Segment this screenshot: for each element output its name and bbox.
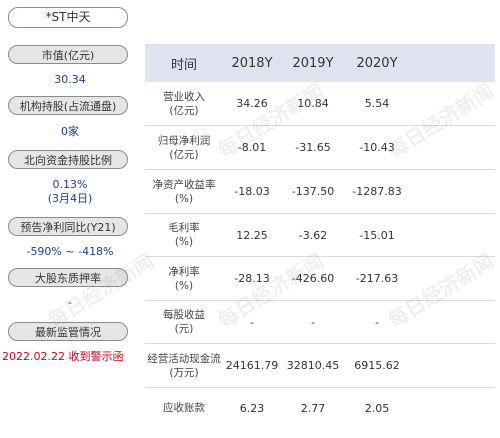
row-label: 净资产收益率 <box>152 178 216 191</box>
stock-name-pill: *ST中天 <box>8 7 128 28</box>
table-row: 应收账款 6.23 2.77 2.05 <box>145 388 495 428</box>
header-2019: 2019Y <box>292 55 334 71</box>
institution-holding-value: 0家 <box>61 125 79 138</box>
table-header: 时间 2018Y 2019Y 2020Y <box>145 44 495 82</box>
row-label: 经营活动现金流 <box>147 352 221 365</box>
row-unit: (元) <box>174 323 194 335</box>
table-cell: -18.03 <box>234 185 270 198</box>
forecast-profit-label: 预告净利同比(Y21) <box>8 217 128 236</box>
header-2020: 2020Y <box>356 55 398 71</box>
market-cap-label: 市值(亿元) <box>8 45 128 64</box>
table-cell: 6915.62 <box>354 359 400 372</box>
table-cell: 24161.79 <box>225 359 279 372</box>
row-label: 毛利率 <box>168 222 200 234</box>
table-cell: -426.60 <box>291 272 335 285</box>
table-row: 归母净利润 (亿元) -8.01 -31.65 -10.43 <box>145 126 495 170</box>
institution-holding-label: 机构持股(占流通盘) <box>8 96 128 115</box>
table-row: 营业收入 (亿元) 34.26 10.84 5.54 <box>145 82 495 126</box>
table-cell: 5.54 <box>364 97 390 110</box>
pledge-ratio-value: - <box>68 296 72 309</box>
row-unit: (%) <box>174 236 194 248</box>
table-cell: 32810.45 <box>286 359 340 372</box>
row-unit: (亿元) <box>169 148 199 161</box>
table-body: 营业收入 (亿元) 34.26 10.84 5.54 归母净利润 (亿元) -8.0… <box>145 82 495 428</box>
table-cell: 12.25 <box>236 228 268 242</box>
stock-info-panel: *ST中天 市值(亿元) 30.34 机构持股(占流通盘) 0家 北向资金持股比… <box>0 0 140 438</box>
row-label: 归母净利润 <box>157 134 211 147</box>
row-label: 营业收入 <box>163 90 205 103</box>
northbound-ratio-value: 0.13% <box>52 178 88 191</box>
table-row: 经营活动现金流 (万元) 24161.79 32810.45 6915.62 <box>145 344 495 388</box>
row-label: 每股收益 <box>163 309 205 321</box>
regulatory-value: 2022.02.22 收到警示函 <box>2 350 124 363</box>
table-cell: 2.77 <box>300 401 326 415</box>
northbound-ratio-label: 北向资金持股比例 <box>8 150 128 169</box>
row-label: 净利率 <box>168 265 200 278</box>
table-cell: -15.01 <box>359 228 395 242</box>
row-unit: (%) <box>174 192 194 205</box>
table-cell: -28.13 <box>234 272 270 285</box>
table-cell: -1287.83 <box>352 185 402 198</box>
row-unit: (万元) <box>169 366 199 379</box>
row-unit: (亿元) <box>169 104 199 117</box>
table-cell: - <box>311 315 315 329</box>
table-cell: 34.26 <box>236 97 268 110</box>
table-cell: 2.05 <box>364 401 390 415</box>
header-2018: 2018Y <box>231 55 273 71</box>
table-row: 净资产收益率 (%) -18.03 -137.50 -1287.83 <box>145 170 495 214</box>
table-cell: -3.62 <box>298 228 328 242</box>
northbound-ratio-date: (3月4日) <box>47 192 93 205</box>
market-cap-value: 30.34 <box>54 73 86 86</box>
table-row: 净利率 (%) -28.13 -426.60 -217.63 <box>145 257 495 301</box>
financial-table: 时间 2018Y 2019Y 2020Y 营业收入 (亿元) 34.26 10.8… <box>145 44 495 428</box>
table-cell: -31.65 <box>295 141 331 154</box>
table-cell: - <box>375 315 379 329</box>
row-unit: (%) <box>174 279 194 292</box>
pledge-ratio-label: 大股东质押率 <box>8 268 128 287</box>
forecast-profit-value: -590% ~ -418% <box>26 245 114 258</box>
table-row: 毛利率 (%) 12.25 -3.62 -15.01 <box>145 214 495 257</box>
table-cell: -217.63 <box>355 272 399 285</box>
table-cell: 10.84 <box>297 97 329 110</box>
row-label: 应收账款 <box>163 402 205 414</box>
table-cell: - <box>250 315 254 329</box>
table-cell: -137.50 <box>291 185 335 198</box>
table-cell: 6.23 <box>239 401 265 415</box>
regulatory-label: 最新监管情况 <box>8 322 128 341</box>
table-cell: -8.01 <box>237 141 267 154</box>
table-row: 每股收益 (元) - - - <box>145 301 495 344</box>
table-cell: -10.43 <box>359 141 395 154</box>
header-time: 时间 <box>170 57 197 73</box>
